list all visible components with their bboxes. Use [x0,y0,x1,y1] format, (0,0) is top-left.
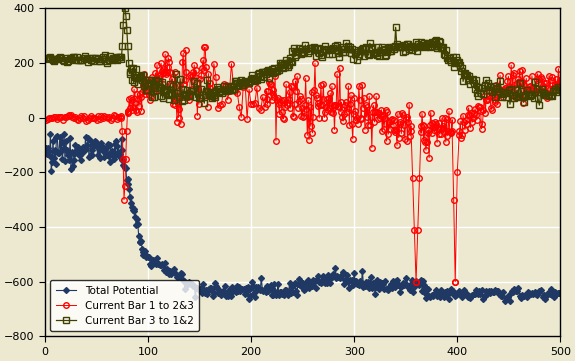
Total Potential [412,279,419,283]
Current Bar 1 to 2&3 [413,279,420,284]
Legend: Total Potential, Current Bar 1 to 2&3, Current Bar 3 to 1&2: Total Potential, Current Bar 1 to 2&3, C… [50,280,199,331]
Current Bar 3 to 1&2 [536,103,543,107]
Total Potential [386,284,393,288]
Current Bar 3 to 1&2 [370,52,377,56]
Current Bar 1 to 2&3 [557,78,564,83]
Line: Current Bar 1 to 2&3: Current Bar 1 to 2&3 [43,44,563,284]
Current Bar 3 to 1&2 [557,85,564,89]
Total Potential [523,295,530,299]
Total Potential [317,281,324,285]
Current Bar 3 to 1&2 [278,63,285,68]
Current Bar 1 to 2&3 [43,118,49,123]
Current Bar 1 to 2&3 [372,110,379,115]
Line: Current Bar 3 to 1&2: Current Bar 3 to 1&2 [43,3,563,108]
Current Bar 3 to 1&2 [200,93,206,97]
Current Bar 3 to 1&2 [293,53,300,58]
Current Bar 1 to 2&3 [202,45,209,49]
Current Bar 1 to 2&3 [310,87,317,92]
Current Bar 3 to 1&2 [121,3,128,8]
Total Potential [557,291,564,296]
Current Bar 3 to 1&2 [43,57,49,61]
Current Bar 1 to 2&3 [375,111,382,115]
Current Bar 1 to 2&3 [393,143,400,148]
Total Potential [310,278,317,282]
Total Potential [507,299,513,303]
Total Potential [273,293,279,297]
Current Bar 1 to 2&3 [214,106,221,110]
Total Potential [60,132,67,136]
Total Potential [43,146,49,151]
Current Bar 3 to 1&2 [436,40,443,44]
Current Bar 3 to 1&2 [100,55,107,60]
Current Bar 1 to 2&3 [484,98,490,103]
Line: Total Potential: Total Potential [44,132,562,303]
